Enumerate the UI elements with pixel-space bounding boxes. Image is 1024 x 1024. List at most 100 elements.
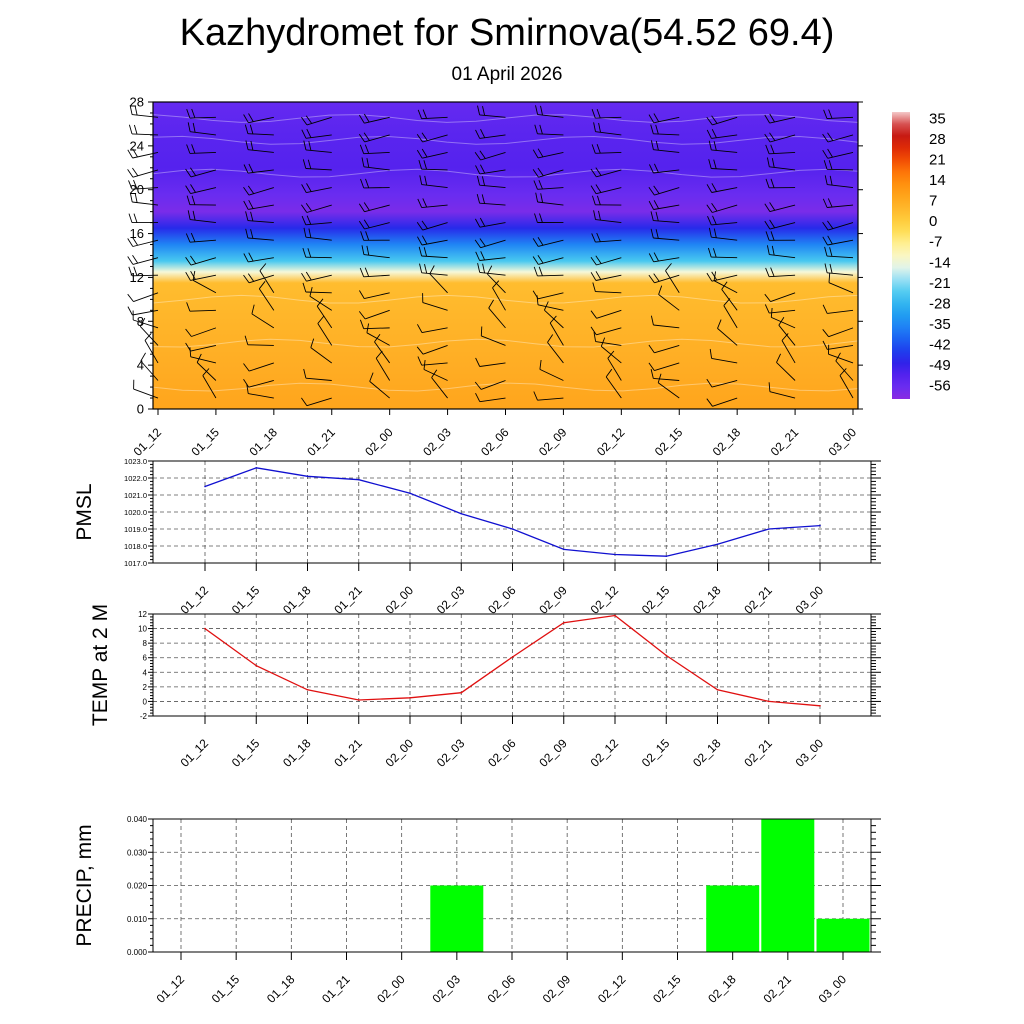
wind-barb-staff (479, 257, 506, 261)
wind-barb-feather (828, 273, 831, 283)
wind-barb (706, 378, 738, 388)
wind-barb-feather (596, 108, 601, 119)
wind-barb-feather (479, 217, 486, 227)
wind-barb (128, 213, 159, 224)
wind-barb (764, 113, 796, 124)
wind-barb-staff (190, 187, 217, 195)
wind-barb-feather (713, 228, 717, 238)
wind-barb-feather (247, 185, 255, 194)
wind-barb-staff (422, 302, 448, 311)
x-tick-label: 01_21 (319, 972, 353, 1006)
data-point (665, 654, 668, 657)
wind-barb-staff (190, 131, 216, 136)
wind-barb (186, 195, 216, 206)
x-tick-label: 02_15 (652, 425, 686, 459)
wind-barb-feather (535, 105, 539, 115)
wind-barb-feather (765, 267, 770, 277)
wind-barb-staff (769, 166, 796, 171)
x-tick-label: 02_21 (741, 583, 775, 617)
wind-barb (243, 199, 274, 210)
wind-barb (243, 378, 274, 388)
wind-barb-staff (492, 287, 506, 311)
x-tick-label: 03_00 (793, 736, 827, 770)
x-tick-label: 02_00 (362, 425, 396, 459)
wind-barb-feather (598, 122, 601, 133)
wind-barb-feather (770, 267, 775, 277)
wind-barb-staff (653, 149, 680, 153)
wind-barb (535, 192, 564, 206)
wind-barb-feather (358, 220, 365, 230)
wind-barb-feather (245, 211, 249, 221)
wind-barb-staff (132, 151, 159, 159)
x-tick-label: 03_00 (826, 425, 860, 459)
wind-barb-feather (658, 285, 663, 295)
wind-barb-staff (421, 239, 448, 246)
wind-barb (605, 368, 622, 399)
x-tick-label: 02_06 (478, 425, 512, 459)
wind-barb (591, 232, 622, 243)
wind-barb-feather (134, 105, 138, 116)
wind-barb-feather (187, 122, 191, 132)
wind-barb-feather (709, 348, 713, 359)
wind-barb-feather (534, 124, 538, 134)
wind-barb-feather (134, 193, 138, 203)
wind-barb-feather (655, 211, 659, 222)
wind-barb-feather (202, 368, 210, 376)
wind-barb-feather (481, 194, 486, 204)
data-point (511, 528, 514, 530)
wind-barb-staff (827, 134, 854, 143)
wind-barb (648, 200, 680, 210)
wind-barb-feather (596, 232, 601, 242)
wind-barb (243, 113, 274, 124)
wind-barb-staff (480, 152, 506, 161)
wind-barb-feather (593, 122, 596, 132)
wind-barb (475, 251, 506, 261)
wind-barb-feather (140, 352, 146, 362)
wind-barb-feather (360, 231, 365, 241)
wind-barb-feather (423, 247, 428, 257)
wind-barb-staff (607, 358, 622, 381)
wind-barb-feather (185, 168, 192, 178)
wind-barb (417, 109, 448, 120)
data-point (665, 555, 668, 557)
x-tick-label: 02_06 (485, 736, 519, 770)
wind-barb (359, 290, 390, 300)
wind-barb (547, 334, 564, 364)
wind-barb-staff (479, 134, 506, 139)
wind-barb-staff (826, 116, 854, 120)
wind-barb-feather (245, 140, 249, 150)
wind-barb (823, 160, 854, 171)
wind-barb-staff (139, 326, 159, 346)
wind-barb (185, 255, 217, 266)
wind-barb-staff (422, 134, 448, 143)
wind-barb (650, 228, 680, 241)
colorbar-label: -28 (929, 295, 951, 312)
wind-barb-feather (653, 113, 660, 122)
wind-barb-feather (127, 256, 134, 265)
data-point (768, 700, 770, 703)
wind-barb-staff (317, 323, 333, 346)
wind-barb-feather (307, 159, 312, 169)
wind-barb-staff (131, 274, 159, 277)
wind-barb-feather (477, 105, 481, 115)
wind-barb-staff (828, 327, 854, 338)
wind-barb-feather (650, 368, 654, 379)
wind-barb-staff (595, 291, 622, 294)
wind-barb-feather (488, 299, 494, 309)
y-tick-label: 1018.0 (124, 542, 147, 551)
wind-barb (708, 227, 738, 241)
wind-barb-feather (363, 202, 370, 211)
wind-barb-feather (538, 180, 543, 190)
wind-barb-feather (133, 266, 138, 276)
wind-barb-feather (650, 140, 654, 150)
y-tick-label: 10 (138, 625, 147, 634)
wind-barb-staff (653, 220, 680, 224)
wind-barb (301, 215, 332, 226)
wind-barb-feather (419, 263, 423, 273)
wind-barb-staff (366, 332, 390, 346)
wind-barb (244, 335, 274, 346)
wind-barb-feather (302, 247, 307, 258)
wind-barb-staff (769, 222, 796, 230)
wind-barb-staff (711, 274, 738, 282)
data-point (563, 548, 565, 551)
